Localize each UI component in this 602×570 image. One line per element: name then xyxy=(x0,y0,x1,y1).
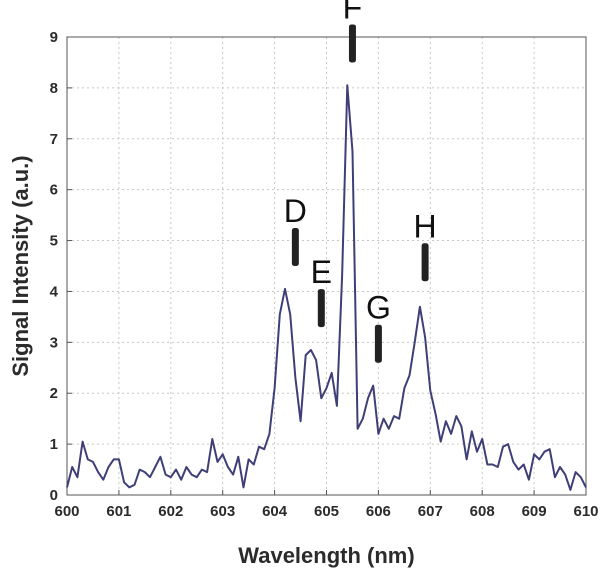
peak-label: D xyxy=(284,193,307,229)
peak-label: E xyxy=(311,254,332,290)
y-tick-label: 4 xyxy=(50,283,59,300)
y-tick-label: 2 xyxy=(50,385,58,402)
y-tick-label: 8 xyxy=(50,80,58,97)
y-tick-label: 5 xyxy=(50,233,58,250)
spectrum-line xyxy=(66,84,587,491)
x-axis-title: Wavelength (nm) xyxy=(238,543,414,568)
y-tick-label: 9 xyxy=(50,29,58,46)
x-tick-label: 609 xyxy=(522,503,547,520)
x-tick-label: 607 xyxy=(418,503,443,520)
y-axis-title: Signal Intensity (a.u.) xyxy=(8,155,33,376)
peak-label: H xyxy=(414,208,437,244)
x-tick-label: 602 xyxy=(158,503,183,520)
tick-labels: 600 601 602 603 604 605 606 607 608 609 610 0 1 2 3 4 5 6… xyxy=(50,29,599,520)
peak-marker xyxy=(421,243,429,282)
peak-label: F xyxy=(343,0,363,25)
peak-marker xyxy=(348,24,356,63)
chart-marks xyxy=(66,84,587,491)
x-tick-label: 603 xyxy=(210,503,235,520)
x-tick-label: 601 xyxy=(106,503,131,520)
x-tick-label: 610 xyxy=(573,503,598,520)
y-tick-label: 7 xyxy=(50,131,58,148)
grid xyxy=(67,37,586,495)
x-tick-label: 608 xyxy=(470,503,495,520)
peak-marker xyxy=(374,324,382,363)
x-tick-label: 605 xyxy=(314,503,339,520)
peak-annotations: DE F G H xyxy=(284,0,437,363)
y-tick-label: 6 xyxy=(50,182,58,199)
y-tick-label: 1 xyxy=(50,436,58,453)
x-tick-label: 604 xyxy=(262,503,288,520)
y-tick-label: 0 xyxy=(50,487,58,504)
peak-label: G xyxy=(366,290,391,326)
x-tick-label: 606 xyxy=(366,503,391,520)
peak-marker xyxy=(317,289,325,328)
peak-marker xyxy=(291,228,299,266)
y-tick-label: 3 xyxy=(50,334,58,351)
x-tick-label: 600 xyxy=(54,503,79,520)
